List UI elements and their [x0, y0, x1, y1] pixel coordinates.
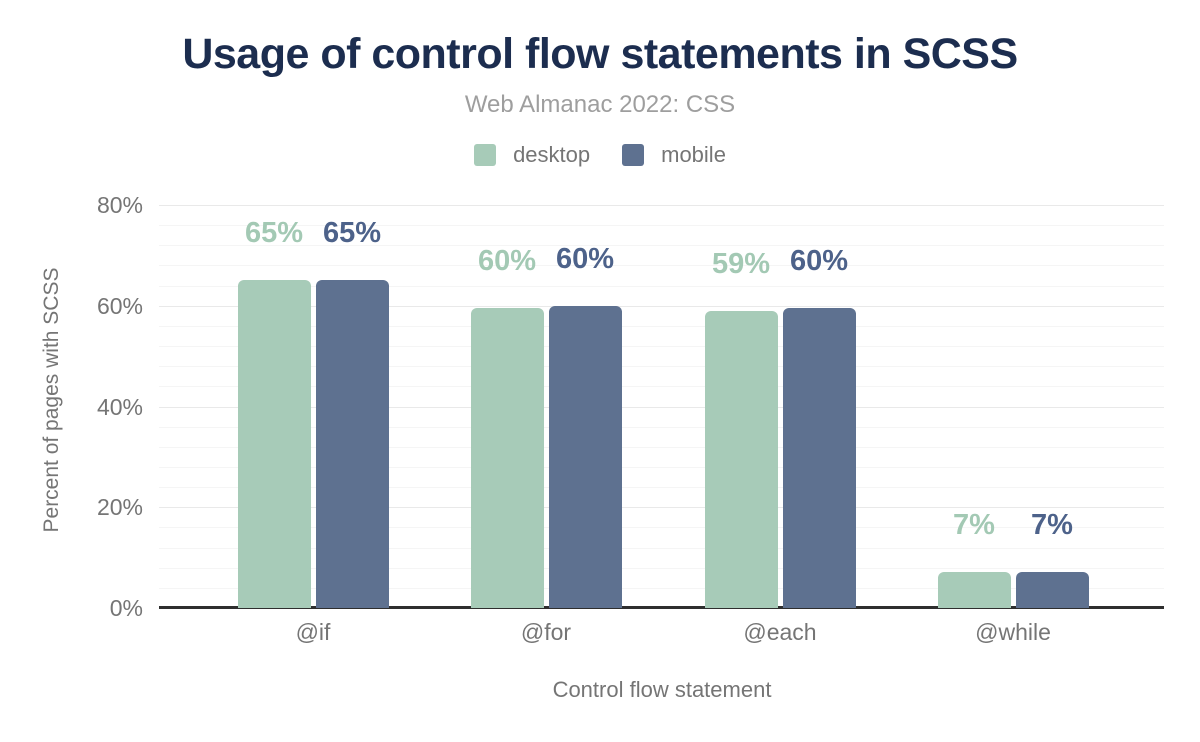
x-tick-label: @if: [295, 619, 331, 645]
bar-desktop-each[interactable]: [704, 310, 778, 608]
y-tick-label: 60%: [96, 292, 143, 319]
gridline: [159, 386, 1164, 388]
x-tick-label: @each: [743, 619, 817, 645]
x-tick-label: @while: [975, 619, 1051, 645]
bar-desktop-for[interactable]: [470, 307, 544, 608]
gridline: [159, 305, 1164, 307]
bar-value-label: 60%: [477, 244, 537, 277]
bar-value-label: 7%: [953, 509, 995, 542]
mobile-swatch-icon: [622, 144, 645, 166]
gridline: [159, 366, 1164, 368]
gridline: [159, 567, 1164, 569]
bar-value-label: 7%: [1031, 509, 1073, 542]
gridline: [159, 426, 1164, 428]
gridline: [159, 487, 1164, 489]
y-tick-label: 40%: [96, 393, 143, 420]
legend-label-desktop: desktop: [513, 142, 591, 167]
bar-mobile-each[interactable]: [782, 308, 856, 608]
gridline: [159, 285, 1164, 287]
legend-item-mobile[interactable]: mobile: [622, 142, 726, 168]
gridline: [159, 507, 1164, 509]
gridline: [159, 225, 1164, 227]
gridline: [159, 587, 1164, 589]
chart-title: Usage of control flow statements in SCSS: [182, 30, 1018, 78]
gridline: [159, 406, 1164, 408]
gridline: [159, 547, 1164, 549]
bar-value-label: 65%: [244, 217, 304, 250]
y-tick-label: 80%: [96, 192, 143, 218]
gridline: [159, 205, 1164, 206]
bar-mobile-for[interactable]: [548, 306, 622, 608]
bar-desktop-if[interactable]: [237, 280, 311, 608]
y-tick-label: 0%: [109, 595, 143, 621]
legend-label-mobile: mobile: [661, 142, 726, 167]
bar-value-label: 60%: [789, 245, 849, 278]
x-tick-label: @for: [520, 619, 572, 645]
legend-item-desktop[interactable]: desktop: [474, 142, 590, 168]
gridline: [159, 466, 1164, 468]
gridline: [159, 325, 1164, 327]
bar-value-label: 59%: [711, 247, 771, 280]
legend: desktop mobile: [0, 142, 1200, 168]
y-tick-label: 20%: [96, 494, 143, 521]
desktop-swatch-icon: [474, 144, 497, 166]
gridline: [159, 346, 1164, 348]
bar-desktop-while[interactable]: [937, 572, 1011, 608]
bar-value-label: 60%: [555, 243, 615, 276]
gridline: [159, 245, 1164, 247]
x-axis-title: Control flow statement: [552, 677, 772, 702]
gridline: [159, 527, 1164, 529]
bar-mobile-if[interactable]: [315, 280, 389, 608]
x-axis-line: [159, 606, 1164, 609]
gridline: [159, 265, 1164, 267]
gridline: [159, 446, 1164, 448]
bar-mobile-while[interactable]: [1015, 572, 1089, 608]
bar-value-label: 65%: [322, 217, 382, 250]
chart-subtitle: Web Almanac 2022: CSS: [464, 91, 736, 118]
